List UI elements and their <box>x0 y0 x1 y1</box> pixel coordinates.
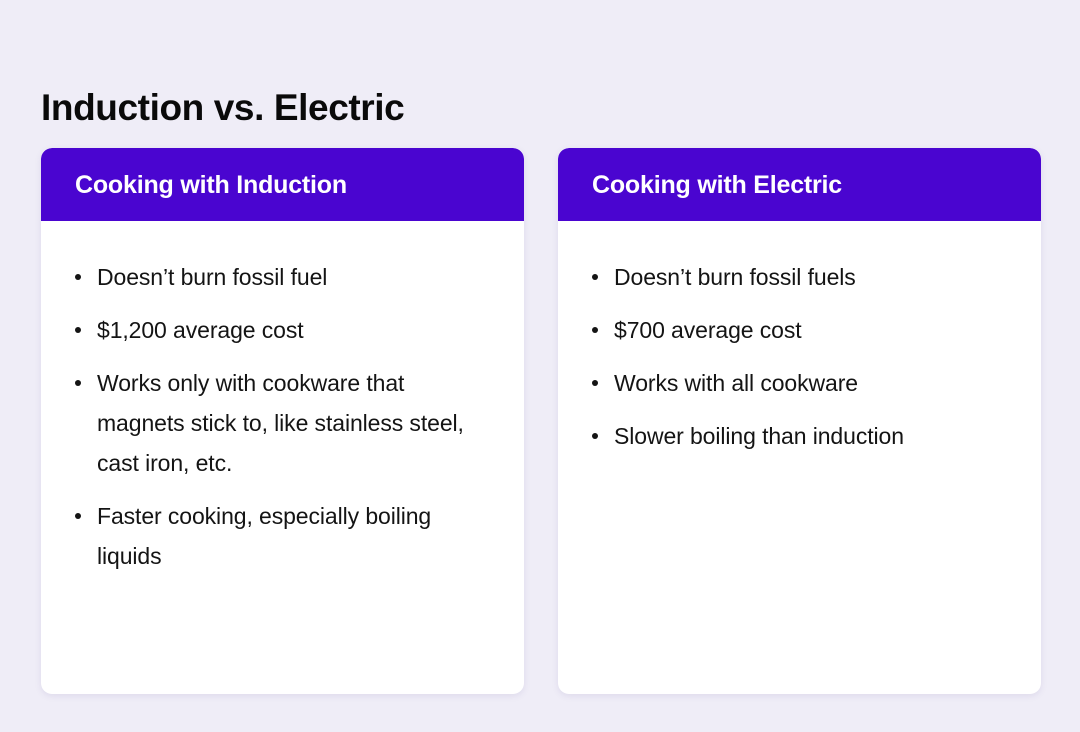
list-item-text: Faster cooking, especially boiling liqui… <box>97 503 432 569</box>
list-item-text: Works only with cookware that magnets st… <box>97 370 464 476</box>
bullet-point-icon <box>75 327 81 333</box>
card-header-electric: Cooking with Electric <box>558 148 1041 221</box>
list-item: Works with all cookware <box>584 363 1015 403</box>
list-item: Slower boiling than induction <box>584 416 1015 456</box>
list-item-text: $1,200 average cost <box>97 317 304 343</box>
bullet-list-induction: Doesn’t burn fossil fuel $1,200 average … <box>67 257 498 576</box>
card-header-title: Cooking with Induction <box>75 170 347 199</box>
comparison-card-induction: Cooking with Induction Doesn’t burn foss… <box>41 148 524 694</box>
bullet-point-icon <box>75 274 81 280</box>
list-item-text: Works with all cookware <box>614 370 858 396</box>
comparison-card-electric: Cooking with Electric Doesn’t burn fossi… <box>558 148 1041 694</box>
page-title: Induction vs. Electric <box>41 86 405 128</box>
bullet-point-icon <box>592 433 598 439</box>
list-item: Doesn’t burn fossil fuels <box>584 257 1015 297</box>
list-item: Doesn’t burn fossil fuel <box>67 257 498 297</box>
comparison-cards-container: Cooking with Induction Doesn’t burn foss… <box>41 148 1041 694</box>
card-header-title: Cooking with Electric <box>592 170 842 199</box>
card-body-electric: Doesn’t burn fossil fuels $700 average c… <box>558 221 1041 694</box>
bullet-point-icon <box>75 513 81 519</box>
list-item-text: Slower boiling than induction <box>614 423 904 449</box>
card-header-induction: Cooking with Induction <box>41 148 524 221</box>
list-item-text: Doesn’t burn fossil fuels <box>614 264 856 290</box>
card-body-induction: Doesn’t burn fossil fuel $1,200 average … <box>41 221 524 694</box>
bullet-point-icon <box>592 274 598 280</box>
bullet-list-electric: Doesn’t burn fossil fuels $700 average c… <box>584 257 1015 456</box>
list-item: $1,200 average cost <box>67 310 498 350</box>
list-item-text: $700 average cost <box>614 317 802 343</box>
bullet-point-icon <box>592 380 598 386</box>
list-item: Works only with cookware that magnets st… <box>67 363 498 483</box>
bullet-point-icon <box>592 327 598 333</box>
list-item: $700 average cost <box>584 310 1015 350</box>
bullet-point-icon <box>75 380 81 386</box>
list-item-text: Doesn’t burn fossil fuel <box>97 264 328 290</box>
list-item: Faster cooking, especially boiling liqui… <box>67 496 498 576</box>
